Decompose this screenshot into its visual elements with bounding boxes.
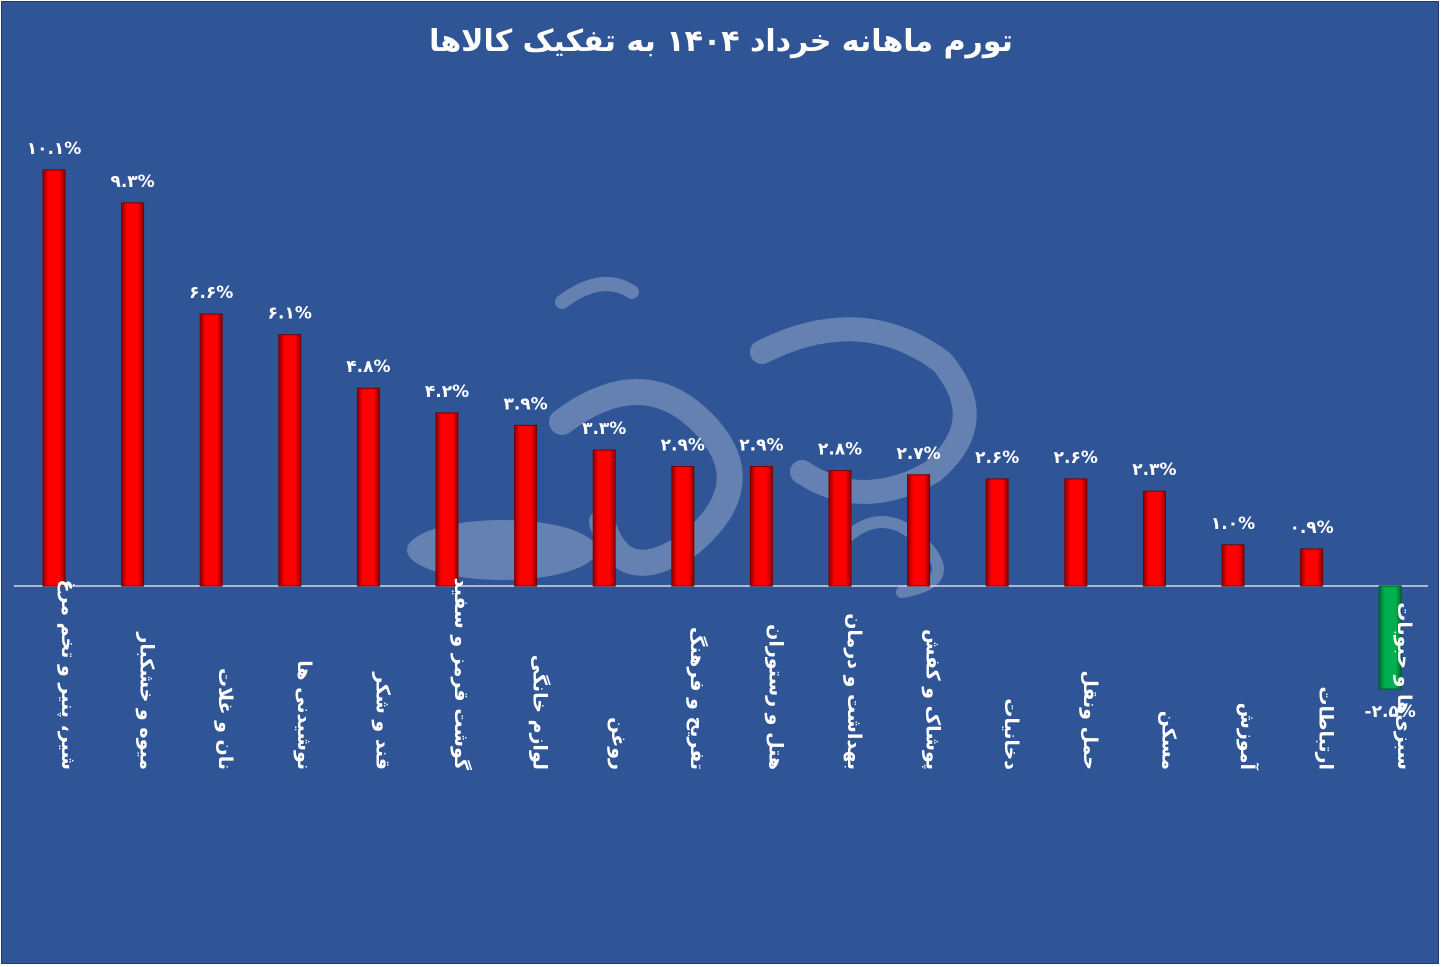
data-label-14: ۲.۶% [1054,448,1098,468]
bar-10 [749,466,773,587]
category-label-15: مسکن [1157,711,1179,770]
category-label-1: شیر، پنیر و تخم مرغ [57,579,79,770]
bar-9 [671,466,695,587]
data-label-15: ۲.۳% [1132,460,1176,480]
category-label-3: نان و غلات [214,668,236,770]
category-label-14: حمل ونقل [1079,670,1101,770]
category-label-17: ارتباطات [1315,686,1337,770]
data-label-12: ۲.۷% [896,444,940,464]
data-label-16: ۱.۰% [1211,514,1255,534]
data-label-4: ۶.۱% [268,304,312,324]
bar-12 [907,474,931,587]
data-label-18: -۲.۵% [1365,702,1416,722]
data-label-17: ۰.۹% [1289,518,1333,538]
data-label-11: ۲.۸% [818,440,862,460]
data-label-7: ۳.۹% [503,394,547,414]
category-label-5: قند و شکر [371,671,393,770]
data-label-9: ۲.۹% [661,436,705,456]
bar-15 [1142,490,1166,587]
category-label-8: روغن [607,717,629,770]
bar-8 [592,449,616,587]
category-label-12: پوشاک و کفش [922,629,944,770]
category-label-7: لوازم خانگی [529,655,552,770]
data-label-5: ۴.۸% [346,357,390,377]
bar-17 [1300,548,1324,587]
data-label-3: ۶.۶% [189,283,233,303]
category-label-11: بهداشت و درمان [843,613,865,770]
bar-6 [435,412,459,587]
chart-title: تورم ماهانه خرداد ۱۴۰۴ به تفکیک کالاها [429,24,1013,59]
data-label-2: ۹.۳% [110,172,154,192]
bar-2 [121,202,145,587]
bar-16 [1221,544,1245,587]
bar-3 [199,313,223,587]
category-label-13: دخانیات [1000,698,1022,770]
category-label-4: نوشیدنی ها [293,660,315,770]
data-label-1: ۱۰.۱% [27,139,82,159]
category-label-18: سبزی‌ها و حبوبات [1393,602,1415,770]
category-label-16: آموزش [1236,703,1260,771]
bar-11 [828,470,852,587]
bar-1 [42,169,66,587]
bar-13 [985,478,1009,587]
bar-14 [1064,478,1088,587]
data-label-6: ۴.۲% [425,382,469,402]
bar-5 [356,387,380,587]
data-label-13: ۲.۶% [975,448,1019,468]
category-label-10: هتل و رستوران [764,624,786,770]
category-label-2: میوه و خشکبار [136,631,158,770]
bar-4 [278,334,302,587]
bar-18 [1378,585,1402,690]
bar-7 [514,424,538,587]
category-label-9: تفریح و فرهنگ [686,627,709,770]
data-label-10: ۲.۹% [739,436,783,456]
data-label-8: ۳.۳% [582,419,626,439]
category-label-6: گوشت قرمز و سفید [450,578,473,771]
